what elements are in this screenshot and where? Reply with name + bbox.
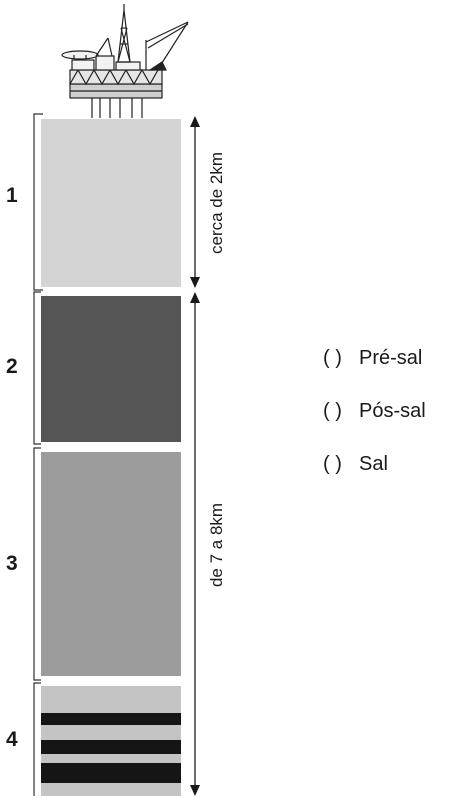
oil-platform-icon [61, 4, 189, 118]
layer-number-4: 4 [6, 728, 18, 751]
layer-3 [41, 452, 181, 676]
layer-number-3: 3 [6, 552, 18, 575]
bracket-layer-4 [33, 682, 41, 796]
dimension-label-top: cerca de 2km [207, 152, 226, 254]
option-label: Pré-sal [359, 347, 423, 369]
option-pos-sal: ( ) Pós-sal [323, 400, 426, 423]
layer-number-2: 2 [6, 355, 18, 378]
layer-4 [41, 686, 181, 796]
option-label: Sal [359, 453, 388, 475]
option-sal: ( ) Sal [323, 453, 388, 476]
bracket-layer-2 [33, 291, 41, 445]
option-blank[interactable]: ( ) [323, 400, 342, 422]
dimension-label-bottom: de 7 a 8km [207, 503, 226, 587]
option-blank[interactable]: ( ) [323, 347, 342, 369]
option-pre-sal: ( ) Pré-sal [323, 347, 422, 370]
layer-number-1: 1 [6, 184, 18, 207]
layer-1 [41, 119, 181, 287]
bracket-layer-3 [33, 447, 41, 681]
option-blank[interactable]: ( ) [323, 453, 342, 475]
dimension-arrow-bottom [190, 292, 200, 796]
layer-2 [41, 296, 181, 442]
option-label: Pós-sal [359, 400, 426, 422]
dimension-arrow-top [190, 116, 200, 288]
bracket-layer-1 [33, 113, 43, 291]
